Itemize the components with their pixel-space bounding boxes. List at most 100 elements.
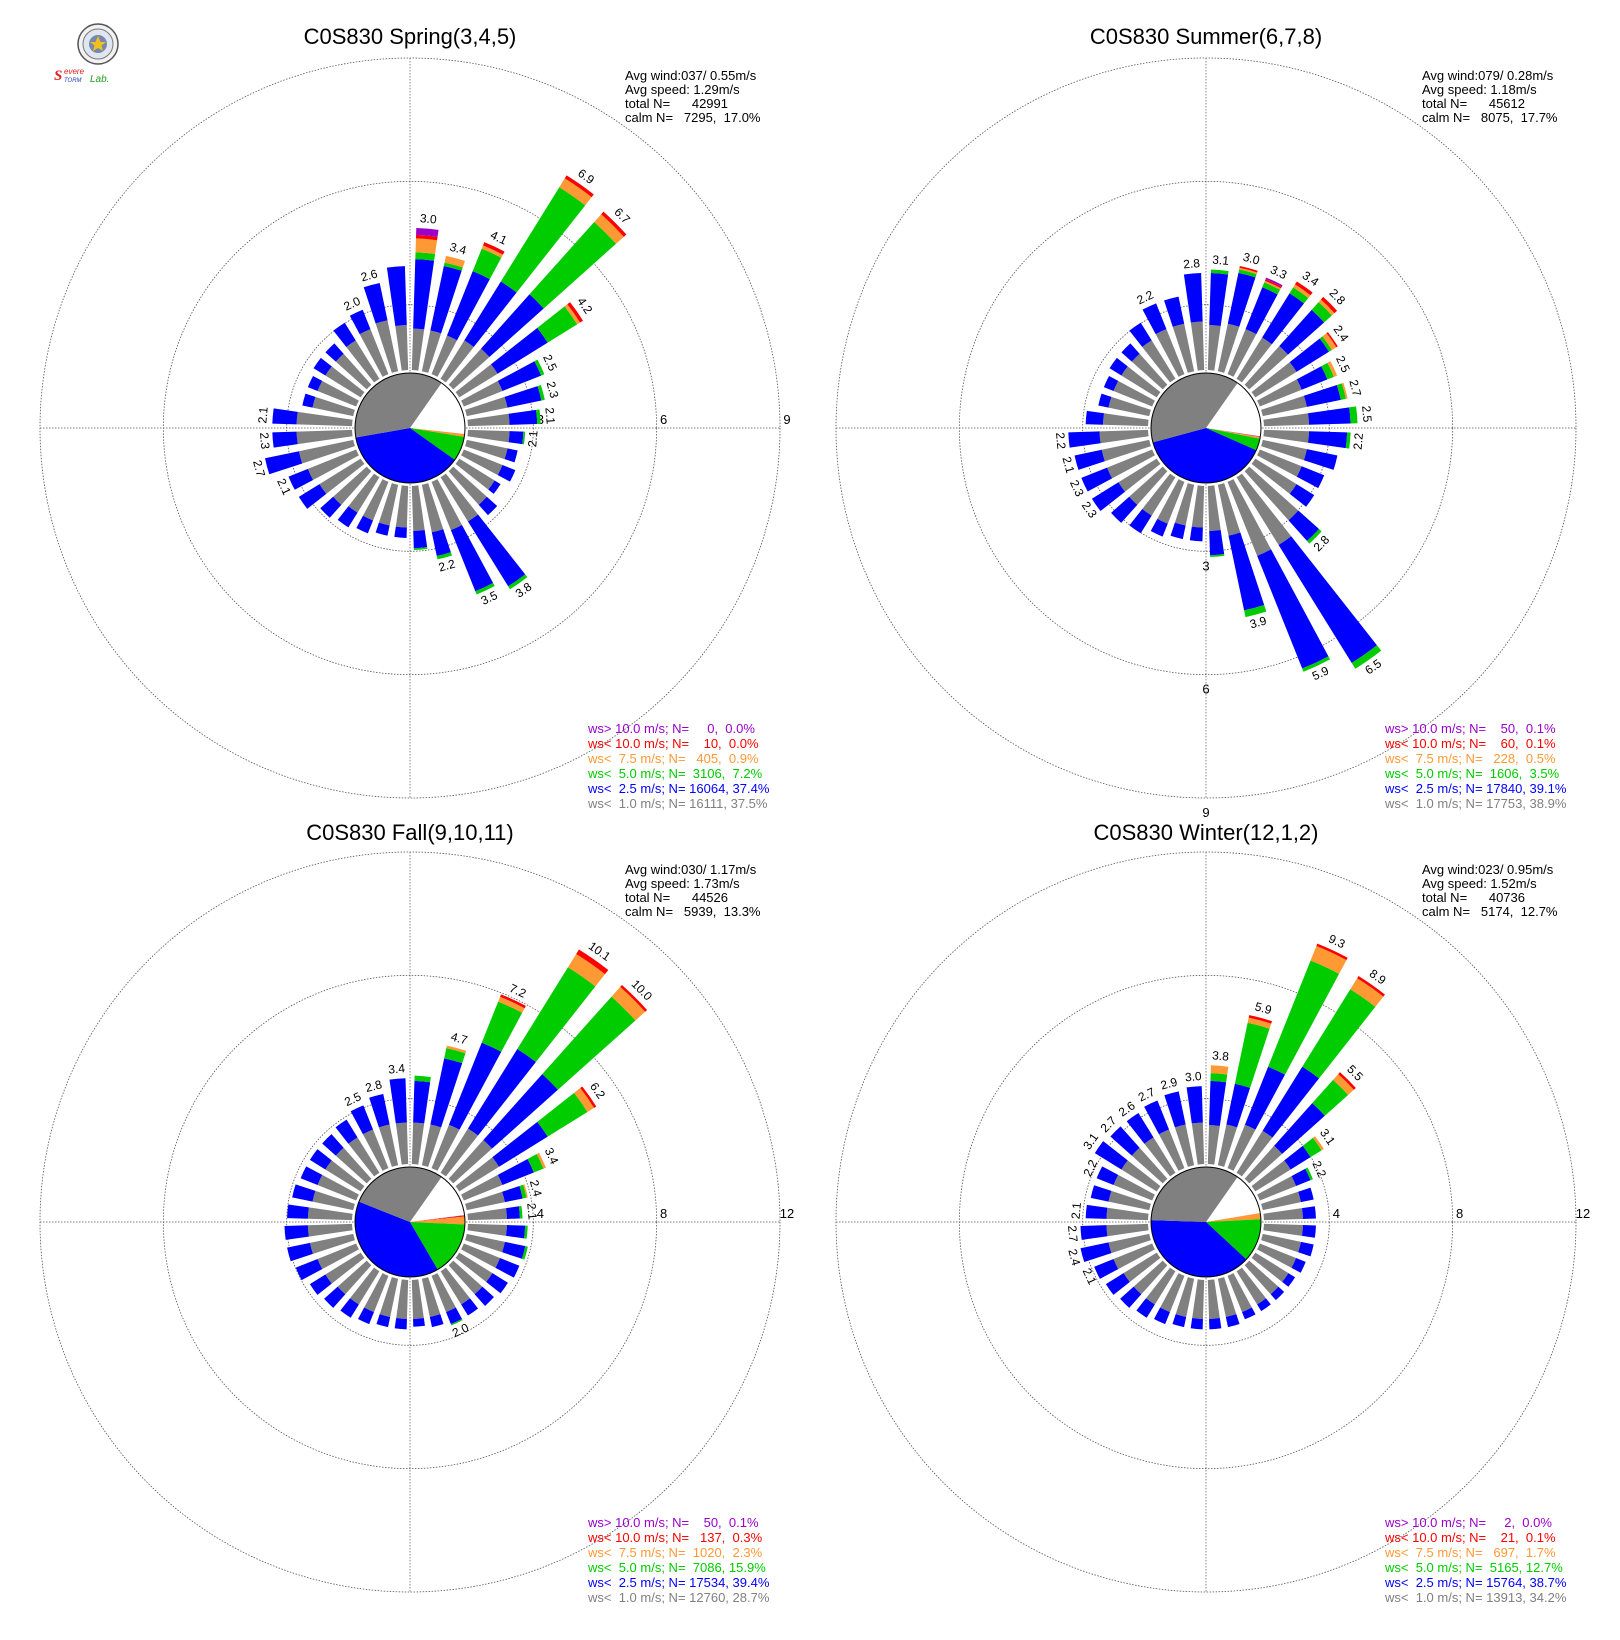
bar-label: 2.8 [364,1077,384,1095]
bar-segment [309,1274,332,1295]
bar-segment [1144,1100,1170,1135]
bar-label: 2.2 [1309,1159,1329,1180]
center-pie-slice [410,1215,465,1222]
bar-segment [1172,323,1195,373]
bar-segment [1154,1307,1170,1325]
bar-segment [502,1241,526,1259]
bar-segment [307,1223,353,1237]
bar-segment [335,1147,372,1184]
bar-segment [461,1243,501,1268]
bar-segment [1207,485,1221,532]
bar-segment [317,1174,359,1201]
bar-segment [284,1225,309,1240]
bar-segment [1312,1079,1349,1116]
bar-segment [1111,496,1138,523]
bar-segment [500,994,526,1009]
legend-entry: ws< 5.0 m/s; N= 3106, 7.2% [587,766,763,781]
bar-segment [325,1252,365,1284]
bar-segment [1270,1286,1285,1301]
bar-label: 3.3 [1268,262,1289,282]
bar-segment [411,1279,424,1319]
bar-segment [1209,273,1229,326]
bar-segment [1217,1277,1237,1317]
bar-segment [1118,458,1161,492]
bar-segment [1110,1126,1140,1156]
bar-label: 5.9 [1253,999,1273,1017]
bar-segment [1080,1242,1112,1263]
legend-entry: ws< 7.5 m/s; N= 697, 1.7% [1384,1545,1556,1560]
bar-segment [1257,1243,1297,1268]
bar-segment [1131,353,1168,390]
chart-title: C0S830 Fall(9,10,11) [306,820,514,845]
bar-label: 2.1 [1069,1201,1084,1219]
bar-label: 3.4 [542,1145,562,1166]
center-pie-slice [1206,1176,1261,1222]
bar-segment [594,214,624,244]
info-line: calm N= 7295, 17.0% [625,110,761,125]
bar-label: 2.3 [257,432,272,450]
bar-segment [1303,384,1341,407]
bar-segment [1209,554,1225,558]
bar-segment [1238,269,1257,278]
bar-segment [1245,287,1278,335]
svg-text:TORM: TORM [64,78,82,84]
bar-segment [272,431,298,448]
bar-segment [1282,1273,1296,1287]
bar-segment [1333,1074,1354,1095]
bar-segment [1303,449,1338,470]
bar-segment [431,1273,456,1313]
bar-segment [1172,1314,1187,1328]
bar-segment [378,1124,399,1167]
bar-segment [1263,1223,1303,1236]
bar-segment [1191,1122,1205,1165]
bar-segment [415,234,438,241]
center-pie-slice [358,1167,442,1222]
center-pie-slice [410,1215,465,1222]
bar-segment [362,1129,389,1171]
bar-label: 2.2 [1053,432,1068,450]
bar-segment [394,1318,407,1330]
bar-segment [375,522,390,536]
bar-segment [1351,645,1382,669]
bar-segment [537,1092,588,1137]
bar-segment [369,1093,390,1128]
info-line: Avg wind:037/ 0.55m/s [625,68,757,83]
bar-segment [1236,473,1292,546]
bar-segment [1291,1168,1311,1186]
bar-segment [508,431,524,445]
svg-text:Lab.: Lab. [90,74,109,85]
bar-segment [348,1137,380,1177]
bar-segment [1310,946,1347,974]
bar-segment [1121,366,1161,398]
bar-label: 2.1 [542,407,557,425]
center-pie-slice [1206,382,1262,437]
bar-segment [421,330,442,373]
bar-segment [440,340,474,383]
bar-label: 3.0 [419,211,437,226]
bar-segment [1144,1137,1176,1177]
bar-label: 7.2 [507,981,528,1001]
bar-segment [325,1160,365,1192]
bar-segment [450,1318,463,1326]
bar-segment [414,1075,431,1083]
bar-segment [389,1078,407,1124]
bar-label: 2.5 [342,1089,363,1109]
wind-rose-panel-4: 4 8 123.85.99.38.95.53.12.22.12.42.72.12.2… [835,820,1590,1605]
bar-segment [567,302,584,323]
bar-segment [413,1080,431,1124]
bar-segment [1302,1225,1316,1238]
bar-segment [1227,272,1256,327]
bar-segment [416,227,439,237]
ring-label: 9 [783,412,790,427]
bar-segment [1146,1267,1176,1305]
center-pie-slice [1152,428,1257,484]
bar-segment [300,1166,323,1186]
bar-segment [350,1267,380,1305]
center-pie-slice [410,428,465,460]
bar-segment [574,1088,595,1112]
bar-segment [411,1122,425,1165]
bar-segment [1345,432,1351,449]
legend-entry: ws< 1.0 m/s; N= 16111, 37.5% [587,796,768,811]
bar-segment [500,187,586,293]
bar-segment [324,1286,346,1308]
